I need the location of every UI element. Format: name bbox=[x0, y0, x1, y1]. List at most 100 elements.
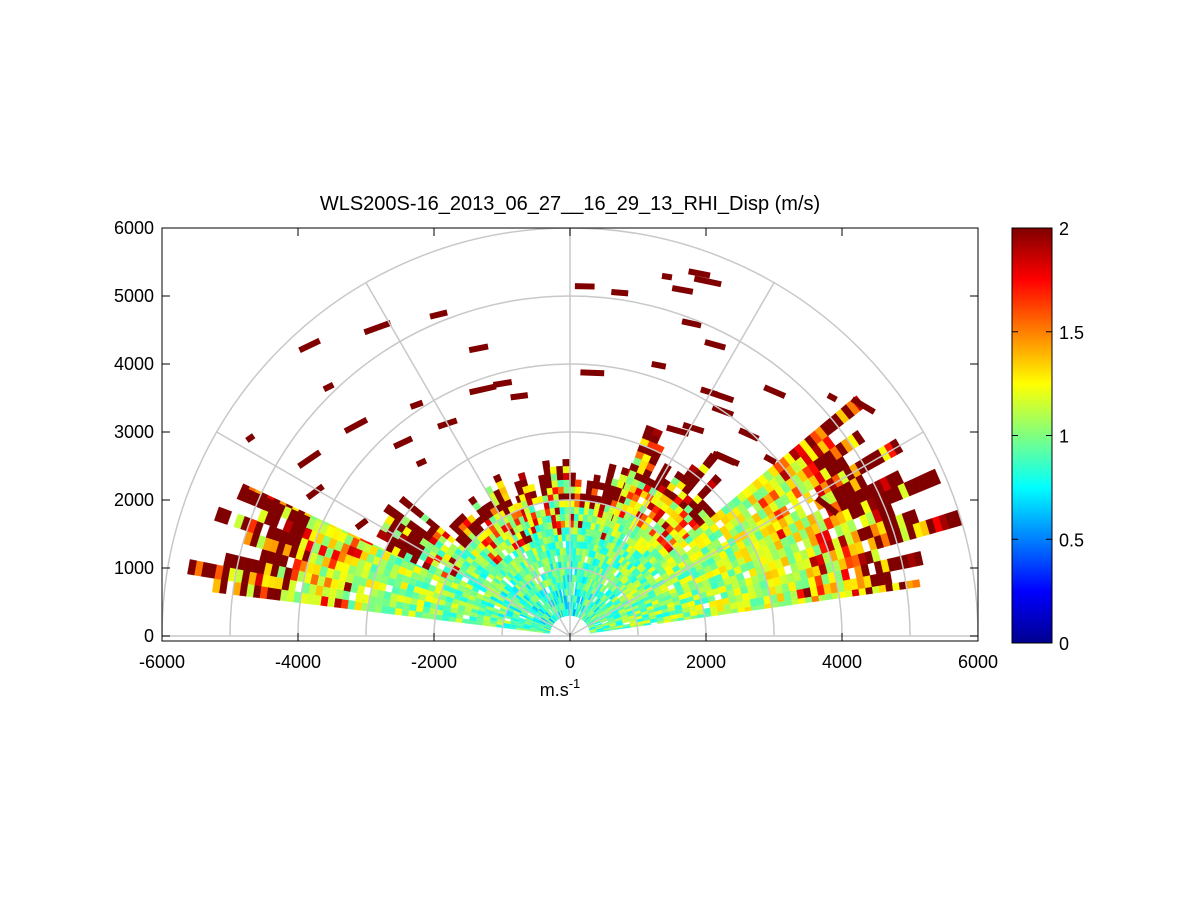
scan-cell bbox=[573, 513, 580, 521]
scan-cell bbox=[563, 561, 568, 569]
scan-cell bbox=[858, 587, 867, 596]
scan-cell bbox=[565, 526, 570, 535]
noise-cell bbox=[305, 483, 325, 501]
scan-cell bbox=[374, 604, 383, 614]
scan-cell bbox=[591, 487, 599, 496]
scan-cell bbox=[387, 606, 396, 615]
scan-cell bbox=[573, 527, 579, 535]
scan-cell bbox=[574, 499, 581, 508]
noise-cell bbox=[661, 272, 673, 281]
noise-cell bbox=[850, 396, 876, 415]
noise-cell bbox=[688, 268, 711, 279]
scan-cell bbox=[912, 579, 921, 588]
scan-cell bbox=[574, 479, 582, 488]
x-axis-label-base: m.s bbox=[540, 680, 569, 700]
scan-cell bbox=[811, 595, 820, 603]
noise-cell bbox=[245, 433, 256, 443]
x-tick-label: 4000 bbox=[822, 652, 862, 672]
noise-cell bbox=[429, 309, 448, 320]
y-tick-label: 3000 bbox=[114, 422, 154, 442]
scan-cell bbox=[871, 585, 881, 594]
scan-cell bbox=[187, 559, 197, 576]
scan-cell bbox=[550, 473, 558, 481]
scan-cell bbox=[542, 460, 551, 469]
noise-cell bbox=[322, 382, 335, 393]
scan-cell bbox=[556, 472, 564, 481]
noise-cell bbox=[763, 384, 787, 399]
scan-cell bbox=[527, 483, 536, 493]
scan-cell bbox=[571, 588, 574, 596]
scan-cell bbox=[383, 503, 395, 516]
noise-cell bbox=[704, 339, 727, 351]
scan-cell bbox=[559, 513, 566, 522]
noise-cell bbox=[343, 417, 369, 434]
noise-cell bbox=[468, 343, 489, 354]
scan-cell bbox=[804, 596, 813, 604]
scan-cell bbox=[556, 520, 562, 529]
y-tick-label: 6000 bbox=[114, 218, 154, 238]
scan-cell bbox=[562, 472, 570, 480]
colorbar-gradient bbox=[1011, 227, 1053, 644]
scan-cell bbox=[928, 468, 942, 486]
scan-cell bbox=[865, 586, 874, 595]
scan-cell bbox=[574, 506, 580, 515]
scan-cell bbox=[538, 474, 546, 483]
scan-cell bbox=[517, 472, 527, 481]
scan-cell bbox=[354, 592, 364, 603]
scan-cell bbox=[564, 506, 570, 514]
noise-cell bbox=[492, 378, 513, 388]
scan-cell bbox=[563, 554, 568, 562]
scan-cell bbox=[461, 618, 470, 624]
x-tick-label: 2000 bbox=[686, 652, 726, 672]
colorbar-ticks: 0 0.5 1 1.5 2 bbox=[1012, 219, 1084, 654]
noise-cell bbox=[363, 320, 392, 336]
noise-cell bbox=[510, 392, 529, 401]
noise-cell bbox=[738, 427, 760, 442]
scan-cell bbox=[543, 466, 551, 476]
x-axis-label-exponent: -1 bbox=[569, 676, 581, 691]
noise-cell bbox=[611, 289, 629, 297]
x-tick-label: -2000 bbox=[411, 652, 457, 672]
noise-cell bbox=[297, 449, 322, 469]
scan-cell bbox=[492, 473, 503, 484]
noise-cell bbox=[711, 450, 737, 466]
polar-grid bbox=[162, 228, 978, 637]
scan-cell bbox=[784, 599, 793, 606]
y-tick-label: 5000 bbox=[114, 286, 154, 306]
colorbar-tick-label: 1 bbox=[1059, 427, 1069, 447]
scan-cell bbox=[777, 600, 786, 607]
scan-cell bbox=[593, 474, 601, 483]
scan-cell bbox=[565, 533, 570, 542]
scan-cell bbox=[242, 483, 250, 490]
x-axis-label: m.s-1 bbox=[540, 676, 581, 700]
scan-cell bbox=[551, 479, 559, 488]
scan-cell bbox=[562, 465, 570, 474]
scan-cell bbox=[851, 589, 860, 597]
scan-cell bbox=[564, 499, 570, 508]
grid-spoke bbox=[216, 431, 571, 637]
scan-cell bbox=[466, 514, 477, 524]
grid-spoke bbox=[569, 282, 775, 637]
scan-cell bbox=[223, 552, 234, 568]
scan-cell bbox=[744, 606, 753, 612]
scan-cell bbox=[797, 597, 806, 605]
scan-cell bbox=[573, 520, 579, 528]
x-tick-label: -4000 bbox=[275, 652, 321, 672]
scan-cell bbox=[398, 495, 409, 506]
scan-cell bbox=[549, 466, 558, 475]
scan-cell bbox=[564, 567, 568, 576]
scan-cell bbox=[878, 584, 887, 593]
scan-cell bbox=[562, 547, 567, 555]
scan-cell bbox=[563, 479, 570, 487]
grid-spoke bbox=[569, 431, 924, 637]
scan-cells bbox=[187, 268, 963, 634]
scan-cell bbox=[562, 458, 570, 467]
scan-cell bbox=[571, 581, 575, 589]
scan-cell bbox=[885, 583, 894, 592]
scan-cell bbox=[566, 547, 570, 555]
scan-cell bbox=[557, 486, 565, 494]
scan-cell bbox=[643, 622, 652, 626]
scan-cell bbox=[564, 513, 570, 521]
scan-cell bbox=[651, 427, 663, 439]
